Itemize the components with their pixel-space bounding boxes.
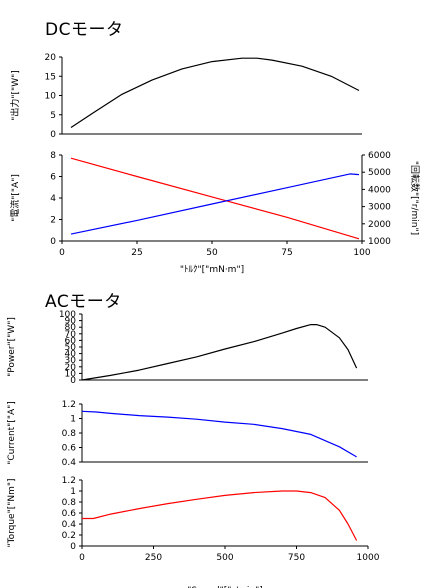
- y2-tick-label: 3000: [368, 203, 391, 213]
- y-tick-label: 40: [65, 350, 77, 360]
- y2-tick-label: 6000: [368, 151, 391, 161]
- y-axis-label: "Power"["W"]: [7, 317, 17, 377]
- series-line-1-0: [70, 157, 360, 240]
- y-tick-label: 0.8: [62, 498, 77, 508]
- y-tick-label: 8: [50, 151, 56, 161]
- x-tick-label: 0: [79, 553, 85, 563]
- series-line-3-0: [81, 410, 357, 458]
- y-tick-label: 4: [50, 194, 56, 204]
- y-tick-label: 0.2: [62, 531, 76, 541]
- y-tick-label: 50: [65, 343, 77, 353]
- dc-section-title: DCモータ: [45, 20, 124, 40]
- x-tick-label: 500: [216, 553, 233, 563]
- y-tick-label: 6: [50, 173, 56, 183]
- x-axis-label: "Speed"["r/min"]: [187, 586, 263, 588]
- y-axis-label: "出力"["W"]: [9, 70, 21, 120]
- y-tick-label: 1.2: [62, 476, 76, 486]
- y-tick-label: 1: [70, 415, 76, 425]
- y-tick-label: 0: [50, 130, 56, 140]
- y-tick-label: 10: [45, 92, 57, 102]
- series-line-4-0: [82, 490, 358, 541]
- y-tick-label: 2: [50, 216, 56, 226]
- y-tick-label: 90: [65, 317, 77, 327]
- y2-tick-label: 4000: [368, 185, 391, 195]
- y-tick-label: 0.6: [62, 509, 77, 519]
- y-tick-label: 80: [65, 323, 77, 333]
- y-tick-label: 0: [50, 237, 56, 247]
- x-tick-label: 100: [353, 248, 370, 258]
- x-tick-label: 1000: [357, 553, 380, 563]
- y-tick-label: 0: [70, 376, 76, 386]
- y-tick-label: 0.4: [62, 458, 77, 468]
- series-line-0-0: [70, 57, 360, 129]
- y-tick-label: 0.8: [62, 429, 77, 439]
- y-tick-label: 1.2: [62, 400, 76, 410]
- y-tick-label: 0: [70, 542, 76, 552]
- y-tick-label: 30: [65, 356, 77, 366]
- y2-tick-label: 5000: [368, 168, 391, 178]
- y-tick-label: 70: [65, 330, 77, 340]
- y-tick-label: 0.4: [62, 520, 77, 530]
- y-tick-label: 15: [45, 72, 56, 82]
- y-axis-label: "Torque"["Nm"]: [7, 478, 17, 547]
- y-tick-label: 10: [65, 369, 77, 379]
- y-tick-label: 60: [65, 336, 77, 346]
- y-tick-label: 1: [70, 487, 76, 497]
- y-tick-label: 20: [45, 53, 57, 63]
- y-tick-label: 0.6: [62, 444, 77, 454]
- x-tick-label: 0: [59, 248, 65, 258]
- x-tick-label: 250: [145, 553, 162, 563]
- y2-axis-label: "回転数"["r/min"]: [409, 161, 421, 235]
- series-line-1-1: [70, 173, 360, 235]
- x-tick-label: 25: [131, 248, 142, 258]
- y-axis-label: "Current"["A"]: [7, 401, 17, 465]
- y2-tick-label: 2000: [368, 220, 391, 230]
- series-line-2-0: [81, 324, 358, 381]
- x-tick-label: 50: [206, 248, 218, 258]
- x-tick-label: 750: [288, 553, 305, 563]
- y-axis-label: "電流"["A"]: [9, 174, 21, 222]
- x-tick-label: 75: [281, 248, 292, 258]
- y2-tick-label: 1000: [368, 237, 391, 247]
- y-tick-label: 20: [65, 363, 77, 373]
- x-axis-label: "ﾄﾙｸ"["mN·m"]: [180, 264, 244, 275]
- y-tick-label: 100: [59, 310, 76, 320]
- y-tick-label: 5: [50, 111, 56, 121]
- ac-section-title: ACモータ: [45, 292, 122, 312]
